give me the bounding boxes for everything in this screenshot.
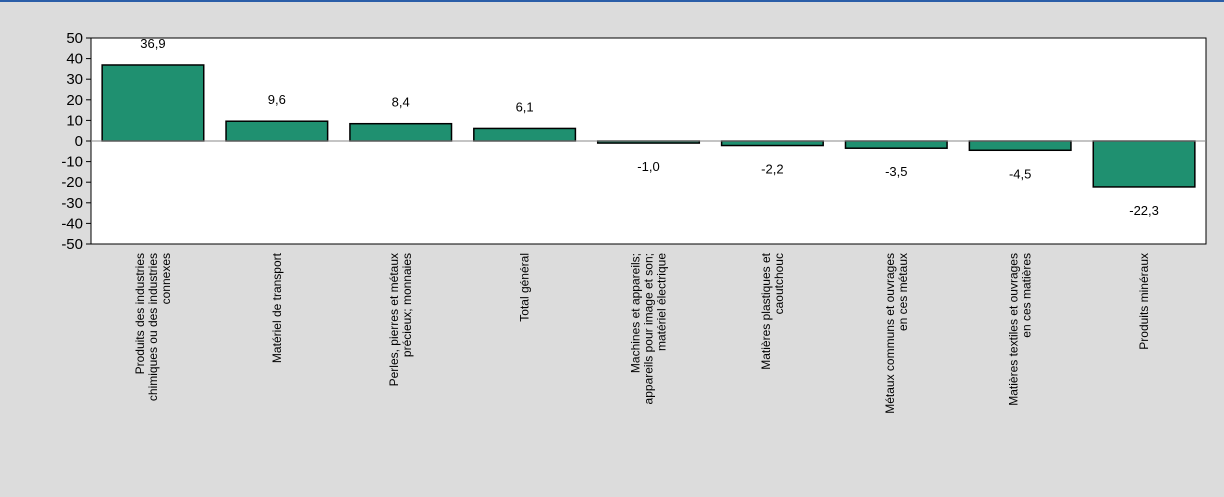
- bar: [1092, 140, 1196, 188]
- data-label: -1,0: [637, 159, 659, 174]
- category-label-line: précieux; monnaies: [400, 253, 414, 357]
- data-label: 8,4: [392, 95, 410, 110]
- category-label-line: Total général: [518, 253, 532, 322]
- category-label-line: Matières textiles et ouvrages: [1007, 253, 1021, 406]
- bar: [101, 64, 205, 142]
- y-tick-label: -10: [61, 154, 83, 171]
- category-label-line: Perles, pierres et métaux: [387, 253, 401, 386]
- y-tick-label: 20: [66, 92, 83, 109]
- y-tick-label: 40: [66, 51, 83, 68]
- y-tick-label: 50: [66, 30, 83, 47]
- category-label-line: matériel électrique: [655, 253, 669, 351]
- data-labels: 36,9 9,6 8,4 6,1 -1,0 -2,2 -3,5 -4,5 -22,3: [140, 36, 1159, 218]
- x-axis-categories: Produits des industries chimiques ou des …: [133, 252, 1151, 413]
- y-tick-label: -20: [61, 174, 83, 191]
- bar: [225, 120, 329, 142]
- data-label: 36,9: [140, 36, 165, 51]
- category-label-line: caoutchouc: [772, 253, 786, 314]
- category-label-line: Machines et appareils;: [629, 253, 643, 373]
- data-label: -2,2: [761, 162, 783, 177]
- y-tick-label: 0: [75, 133, 83, 150]
- category-label: Matériel de transport: [270, 252, 284, 363]
- category-label-line: Produits minéraux: [1137, 253, 1151, 350]
- y-tick-label: 30: [66, 71, 83, 88]
- y-tick-label: -30: [61, 195, 83, 212]
- bar: [473, 127, 577, 142]
- category-label-line: en ces matières: [1020, 253, 1034, 338]
- category-label: Produits des industries chimiques ou des …: [133, 253, 173, 401]
- data-label: 6,1: [516, 99, 534, 114]
- bars: [101, 64, 1196, 188]
- bar: [349, 122, 453, 142]
- data-label: -22,3: [1129, 203, 1159, 218]
- category-label-line: en ces métaux: [896, 253, 910, 331]
- category-label-line: Métaux communs et ouvrages: [883, 253, 897, 414]
- category-label-line: Matériel de transport: [270, 252, 284, 363]
- category-label: Produits minéraux: [1137, 253, 1151, 350]
- y-axis: 50 40 30 20 10 0 -10 -20 -30 -40 -50: [61, 30, 91, 253]
- data-label: 9,6: [268, 92, 286, 107]
- category-label-line: chimiques ou des industries: [146, 253, 160, 401]
- category-label: Total général: [518, 253, 532, 322]
- category-label-line: Produits des industries: [133, 253, 147, 374]
- category-label-line: appareils pour image et son;: [642, 253, 656, 404]
- bar: [720, 140, 824, 147]
- category-label-line: connexes: [159, 253, 173, 304]
- bar: [844, 140, 948, 149]
- category-label: Machines et appareils; appareils pour ima…: [629, 253, 669, 405]
- category-label-line: Matières plastiques et: [759, 252, 773, 369]
- bar: [968, 140, 1072, 152]
- category-label: Métaux communs et ouvrages en ces métaux: [883, 253, 910, 414]
- category-label: Perles, pierres et métaux précieux; monna…: [387, 253, 414, 386]
- category-label: Matières plastiques et caoutchouc: [759, 252, 786, 369]
- y-tick-label: -40: [61, 215, 83, 232]
- data-label: -3,5: [885, 164, 907, 179]
- y-tick-label: -50: [61, 236, 83, 253]
- category-label: Matières textiles et ouvrages en ces mati…: [1007, 253, 1034, 406]
- y-tick-label: 10: [66, 112, 83, 129]
- data-label: -4,5: [1009, 166, 1031, 181]
